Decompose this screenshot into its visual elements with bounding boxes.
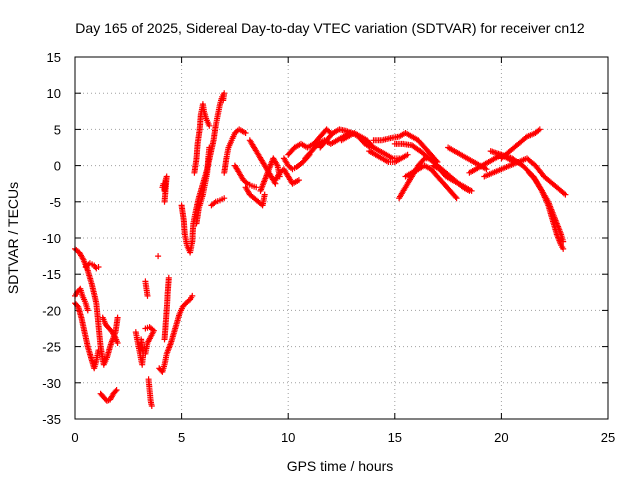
data-point-markers: [145, 376, 155, 409]
data-point-markers: [97, 387, 120, 404]
data-point-markers: [132, 329, 147, 368]
x-tick-label: 0: [71, 430, 78, 445]
x-tick-label: 5: [178, 430, 185, 445]
data-point-markers: [402, 162, 460, 202]
data-point-markers: [99, 314, 121, 346]
y-tick-label: -25: [42, 340, 61, 355]
series-arc7: [132, 329, 147, 368]
data-point-markers: [208, 195, 228, 209]
series-arc5: [97, 387, 120, 404]
series-arc8: [142, 324, 157, 357]
y-tick-label: 15: [47, 50, 61, 65]
data-point-markers: [161, 274, 172, 343]
series-arc30: [366, 148, 411, 165]
data-point-markers: [430, 162, 475, 194]
series-arc38: [481, 155, 569, 198]
y-axis-label: SDTVAR / TECUs: [5, 182, 21, 294]
series-arc6: [99, 314, 121, 346]
data-point-markers: [159, 173, 170, 205]
series-arc41: [526, 169, 567, 245]
data-point-markers: [272, 166, 302, 187]
y-tick-label: -30: [42, 376, 61, 391]
data-point-markers: [338, 130, 403, 162]
tick-labels: 0 5 10 15 20 25 15 10 5 0 -5 -10 -15 -20 -25 -30 -35: [42, 50, 615, 445]
series-arc10: [145, 376, 155, 409]
data-point-markers: [221, 126, 249, 176]
series-arc26: [285, 126, 334, 158]
data-point-markers: [526, 169, 567, 245]
data-point-markers: [366, 148, 411, 165]
data-point-markers: [155, 253, 162, 260]
y-tick-label: 5: [54, 122, 61, 137]
y-tick-label: -20: [42, 303, 61, 318]
data-point-markers: [156, 292, 196, 375]
series-arc9: [142, 278, 151, 299]
series-arc31: [370, 130, 441, 165]
data-point-markers: [193, 144, 213, 227]
data-point-markers: [242, 184, 268, 209]
series-arc4: [82, 260, 102, 272]
series-arc34: [402, 162, 460, 202]
data-point-markers: [191, 101, 213, 176]
series-arc21: [242, 184, 268, 209]
plot-frame: [74, 56, 609, 420]
series-arc24: [272, 166, 302, 187]
series-arc35: [430, 162, 475, 194]
data-point-markers: [231, 162, 260, 191]
series-arc18: [208, 195, 228, 209]
data-point-markers: [370, 130, 441, 165]
y-tick-label: 10: [47, 86, 61, 101]
x-axis-label: GPS time / hours: [287, 458, 394, 474]
series-arc16: [193, 144, 213, 227]
x-tick-label: 20: [494, 430, 508, 445]
series-arc17: [191, 101, 213, 176]
y-tick-label: -5: [49, 195, 61, 210]
y-tick-label: -35: [42, 412, 61, 427]
series-arc29: [338, 130, 403, 162]
x-tick-label: 25: [601, 430, 615, 445]
data-point-markers: [142, 278, 151, 299]
x-tick-label: 10: [281, 430, 295, 445]
data-point-markers: [82, 260, 102, 272]
data-point-markers: [142, 324, 157, 357]
data-point-markers: [285, 126, 334, 158]
series-arc12: [161, 274, 172, 343]
series-arc11: [156, 292, 196, 375]
data-points: [72, 90, 569, 409]
chart-title: Day 165 of 2025, Sidereal Day-to-day VTE…: [75, 20, 585, 36]
data-point-markers: [481, 155, 569, 198]
y-tick-label: 0: [54, 159, 61, 174]
x-tick-label: 15: [388, 430, 402, 445]
y-tick-label: -10: [42, 231, 61, 246]
ticks: [74, 56, 609, 420]
series-arc19: [221, 126, 249, 176]
series-arc20: [231, 162, 260, 191]
y-tick-label: -15: [42, 267, 61, 282]
series-arc13: [155, 253, 162, 260]
series-arc14: [159, 173, 170, 205]
